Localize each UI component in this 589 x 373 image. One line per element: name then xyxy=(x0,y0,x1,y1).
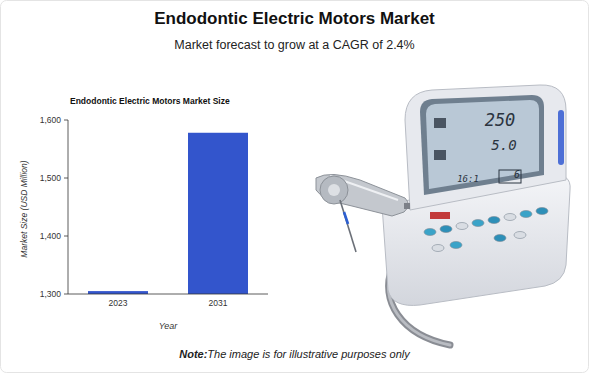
y-tick xyxy=(64,294,68,295)
lcd-icon xyxy=(434,118,446,128)
side-light xyxy=(558,110,564,165)
lcd-text: 16:1 xyxy=(457,174,479,184)
button xyxy=(520,211,532,218)
file-handle xyxy=(344,212,348,224)
button xyxy=(472,220,484,227)
x-tick-label: 2023 xyxy=(109,298,128,308)
button xyxy=(494,235,506,242)
chart-title: Endodontic Electric Motors Market Size xyxy=(70,96,230,106)
lcd-text: 250 xyxy=(485,110,516,130)
lcd-text: 5.0 xyxy=(491,137,516,153)
device-illustration: 250 5.0 16:1 6 xyxy=(316,85,570,345)
button xyxy=(440,226,452,233)
card-border xyxy=(1,1,589,373)
x-axis-label: Year xyxy=(159,321,179,331)
lcd-icon xyxy=(434,150,446,160)
handpiece xyxy=(316,174,408,216)
handpiece-head xyxy=(320,176,348,204)
y-axis-label: Market Size (USD Million) xyxy=(19,160,29,257)
lcd-frame xyxy=(420,95,544,195)
y-tick xyxy=(64,236,68,237)
note-label: Note: xyxy=(179,348,207,360)
button xyxy=(432,245,444,252)
y-tick xyxy=(64,178,68,179)
y-tick-label: 1,500 xyxy=(40,173,62,183)
file-shank xyxy=(340,200,356,252)
y-tick xyxy=(64,120,68,121)
page-subtitle: Market forecast to grow at a CAGR of 2.4… xyxy=(174,38,414,52)
footer-note: Note:The image is for illustrative purpo… xyxy=(179,348,411,360)
console-top xyxy=(405,85,566,210)
y-tick-label: 1,300 xyxy=(40,289,62,299)
lcd-box xyxy=(499,170,521,183)
lcd-text: 6 xyxy=(514,169,520,180)
button xyxy=(504,214,516,221)
brand-badge xyxy=(430,212,450,219)
x-axis-line xyxy=(68,294,268,295)
x-tick-label: 2031 xyxy=(209,298,228,308)
bar xyxy=(88,291,148,294)
lcd-screen xyxy=(426,100,539,189)
bar xyxy=(188,133,248,294)
page-title: Endodontic Electric Motors Market xyxy=(154,9,435,28)
canvas: Endodontic Electric Motors Market Market … xyxy=(0,0,589,373)
chart-card: Endodontic Electric Motors Market Market … xyxy=(0,0,589,373)
y-tick-label: 1,400 xyxy=(40,231,62,241)
handpiece-motor xyxy=(404,203,410,209)
button xyxy=(488,217,500,224)
button xyxy=(424,229,436,236)
y-tick-label: 1,600 xyxy=(40,115,62,125)
bars xyxy=(88,133,248,294)
button xyxy=(536,208,548,215)
button xyxy=(450,242,462,249)
button xyxy=(514,232,526,239)
y-axis-line xyxy=(68,120,69,294)
handpiece-head-cap xyxy=(328,184,340,196)
note-text: The image is for illustrative purposes o… xyxy=(207,348,411,360)
button xyxy=(456,223,468,230)
